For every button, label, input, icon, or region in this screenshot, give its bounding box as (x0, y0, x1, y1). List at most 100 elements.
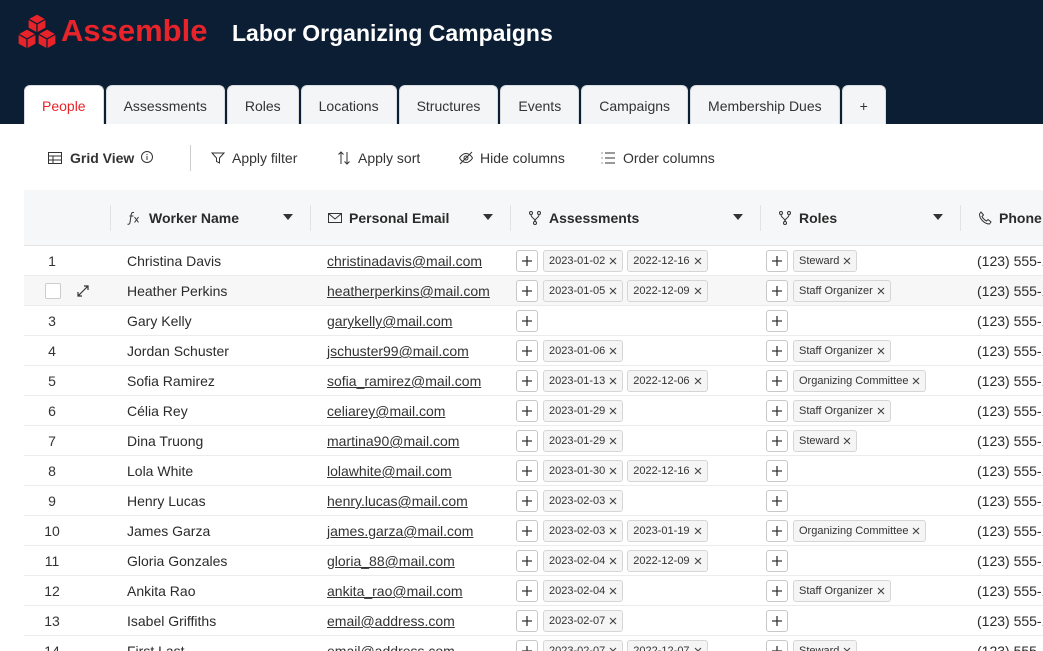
table-row[interactable] (24, 606, 1043, 636)
tab[interactable]: Events (500, 85, 580, 124)
remove-tag[interactable] (877, 347, 885, 355)
tag-chip[interactable]: Steward (793, 430, 858, 452)
add-button[interactable] (516, 280, 538, 302)
remove-tag[interactable] (609, 497, 617, 505)
add-button[interactable] (516, 580, 538, 602)
add-button[interactable] (766, 310, 788, 332)
table-row[interactable] (24, 336, 1043, 366)
tag-chip[interactable]: 2023-02-03 (543, 520, 624, 542)
table-row[interactable] (24, 426, 1043, 456)
tag-chip[interactable]: Steward (793, 250, 858, 272)
add-button[interactable] (516, 250, 538, 272)
tag-chip[interactable]: 2023-01-29 (543, 400, 624, 422)
email-link[interactable]: lolawhite@mail.com (327, 463, 452, 479)
table-row[interactable] (24, 516, 1043, 546)
column-menu[interactable] (732, 213, 744, 221)
tag-chip[interactable]: 2023-02-07 (543, 610, 624, 632)
remove-tag[interactable] (609, 467, 617, 475)
remove-tag[interactable] (843, 257, 851, 265)
add-button[interactable] (766, 610, 788, 632)
tag-chip[interactable]: Staff Organizer (793, 340, 891, 362)
remove-tag[interactable] (912, 377, 920, 385)
table-row[interactable] (24, 576, 1043, 606)
tab[interactable]: Assessments (105, 85, 225, 124)
add-button[interactable] (516, 490, 538, 512)
email-link[interactable]: gloria_88@mail.com (327, 553, 455, 569)
tag-chip[interactable]: Organizing Committee (793, 370, 927, 392)
tab[interactable]: People (24, 85, 104, 124)
column-header[interactable]: Phone (999, 210, 1042, 226)
table-row[interactable] (24, 246, 1043, 276)
add-button[interactable] (766, 460, 788, 482)
tag-chip[interactable]: 2023-01-13 (543, 370, 624, 392)
tag-chip[interactable]: 2022-12-09 (627, 550, 708, 572)
tag-chip[interactable]: 2023-01-02 (543, 250, 624, 272)
remove-tag[interactable] (609, 407, 617, 415)
tab[interactable]: Locations (300, 85, 397, 124)
remove-tag[interactable] (609, 257, 617, 265)
tag-chip[interactable]: 2023-02-03 (543, 490, 624, 512)
email-link[interactable]: celiarey@mail.com (327, 403, 446, 419)
column-header[interactable]: Roles (799, 210, 838, 226)
tab[interactable]: + (841, 85, 886, 124)
add-button[interactable] (516, 370, 538, 392)
remove-tag[interactable] (877, 287, 885, 295)
info-icon[interactable] (140, 150, 154, 164)
add-button[interactable] (516, 430, 538, 452)
table-row[interactable] (24, 306, 1043, 336)
tab[interactable]: Roles (226, 85, 299, 124)
add-button[interactable] (766, 520, 788, 542)
email-link[interactable]: ankita_rao@mail.com (327, 583, 463, 599)
email-link[interactable]: james.garza@mail.com (327, 523, 474, 539)
remove-tag[interactable] (609, 647, 617, 651)
tag-chip[interactable]: 2023-01-30 (543, 460, 624, 482)
email-link[interactable]: heatherperkins@mail.com (327, 283, 490, 299)
toolbar-action[interactable]: Order columns (623, 150, 715, 166)
column-header[interactable]: Assessments (549, 210, 640, 226)
tag-chip[interactable]: Staff Organizer (793, 580, 891, 602)
column-menu[interactable] (282, 213, 294, 221)
action-icon[interactable] (210, 150, 226, 166)
tag-chip[interactable]: 2022-12-06 (627, 370, 708, 392)
add-button[interactable] (766, 580, 788, 602)
email-link[interactable]: email@address.com (327, 643, 455, 651)
tag-chip[interactable]: 2023-01-19 (627, 520, 708, 542)
tag-chip[interactable]: 2023-02-04 (543, 550, 624, 572)
add-button[interactable] (516, 340, 538, 362)
remove-tag[interactable] (609, 617, 617, 625)
remove-tag[interactable] (877, 587, 885, 595)
tag-chip[interactable]: 2023-02-04 (543, 580, 624, 602)
action-icon[interactable] (600, 150, 616, 166)
tab[interactable]: Campaigns (581, 85, 689, 124)
remove-tag[interactable] (609, 557, 617, 565)
remove-tag[interactable] (877, 407, 885, 415)
table-row[interactable] (24, 396, 1043, 426)
email-link[interactable]: henry.lucas@mail.com (327, 493, 468, 509)
add-button[interactable] (766, 370, 788, 392)
remove-tag[interactable] (694, 557, 702, 565)
add-button[interactable] (766, 640, 788, 651)
email-link[interactable]: jschuster99@mail.com (327, 343, 469, 359)
toolbar-action[interactable]: Apply filter (232, 150, 298, 166)
view-name[interactable]: Grid View (70, 150, 135, 166)
add-button[interactable] (766, 280, 788, 302)
row-checkbox[interactable] (45, 283, 61, 299)
tag-chip[interactable]: 2022-12-16 (627, 460, 708, 482)
remove-tag[interactable] (912, 527, 920, 535)
add-button[interactable] (766, 550, 788, 572)
remove-tag[interactable] (694, 257, 702, 265)
action-icon[interactable] (336, 150, 352, 166)
add-button[interactable] (766, 250, 788, 272)
add-button[interactable] (516, 310, 538, 332)
tag-chip[interactable]: 2022-12-09 (627, 280, 708, 302)
email-link[interactable]: sofia_ramirez@mail.com (327, 373, 482, 389)
column-menu[interactable] (932, 213, 944, 221)
tab[interactable]: Structures (398, 85, 499, 124)
table-row[interactable] (24, 486, 1043, 516)
add-button[interactable] (766, 340, 788, 362)
add-button[interactable] (516, 640, 538, 651)
remove-tag[interactable] (843, 437, 851, 445)
tab[interactable]: Membership Dues (690, 85, 840, 124)
tag-chip[interactable]: 2023-01-06 (543, 340, 624, 362)
table-row[interactable] (24, 546, 1043, 576)
